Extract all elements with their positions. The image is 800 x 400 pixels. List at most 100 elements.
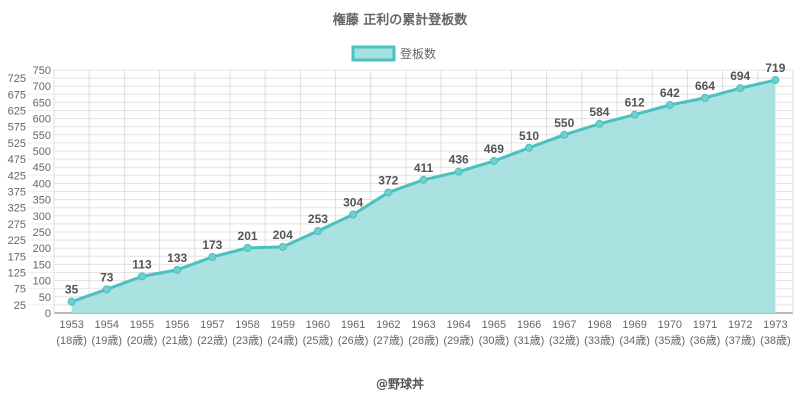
x-tick-sublabel: (31歳): [514, 334, 545, 347]
x-tick-sublabel: (36歳): [690, 334, 721, 347]
data-point: [278, 242, 287, 251]
data-label: 612: [625, 96, 645, 110]
x-tick-label: 1957: [200, 319, 224, 331]
data-label: 550: [554, 116, 574, 130]
y-tick-label: 750: [33, 65, 51, 77]
data-point: [208, 252, 217, 261]
x-tick-label: 1965: [482, 319, 506, 331]
data-label: 372: [378, 173, 398, 187]
data-point: [173, 265, 182, 274]
data-label: 204: [273, 228, 293, 242]
data-point: [384, 188, 393, 197]
data-label: 719: [765, 61, 785, 75]
data-label: 304: [343, 196, 363, 210]
x-tick-label: 1967: [552, 319, 576, 331]
data-point: [560, 130, 569, 139]
y-tick-label: 375: [8, 187, 26, 199]
x-tick-sublabel: (34歳): [619, 334, 650, 347]
x-tick-label: 1962: [376, 319, 400, 331]
y-tick-label: 25: [14, 300, 26, 312]
x-tick-sublabel: (25歳): [303, 334, 334, 347]
x-tick-sublabel: (38歳): [760, 334, 791, 347]
x-tick-sublabel: (22歳): [197, 334, 228, 347]
x-tick-label: 1966: [517, 319, 541, 331]
y-tick-label: 175: [8, 251, 26, 263]
data-point: [525, 143, 534, 152]
data-label: 411: [414, 161, 434, 175]
y-tick-label: 400: [33, 178, 51, 190]
data-label: 664: [695, 79, 715, 93]
data-point: [771, 76, 780, 85]
y-tick-label: 675: [8, 89, 26, 101]
x-tick-sublabel: (35歳): [655, 334, 686, 347]
data-point: [349, 210, 358, 219]
x-tick-label: 1970: [658, 319, 682, 331]
x-tick-label: 1958: [235, 319, 259, 331]
y-tick-label: 250: [33, 227, 51, 239]
x-tick-sublabel: (26歳): [338, 334, 369, 347]
data-label: 35: [65, 283, 79, 297]
x-tick-label: 1968: [587, 319, 611, 331]
data-point: [595, 119, 604, 128]
y-tick-label: 475: [8, 154, 26, 166]
x-tick-label: 1971: [693, 319, 717, 331]
x-tick-sublabel: (29歳): [443, 334, 474, 347]
data-label: 113: [132, 257, 152, 271]
data-label: 469: [484, 142, 504, 156]
data-label: 73: [100, 270, 114, 284]
y-tick-label: 500: [33, 146, 51, 158]
x-tick-sublabel: (27歳): [373, 334, 404, 347]
x-tick-sublabel: (21歳): [162, 334, 193, 347]
x-tick-label: 1969: [622, 319, 646, 331]
x-tick-label: 1959: [270, 319, 294, 331]
x-tick-sublabel: (24歳): [267, 334, 298, 347]
data-label: 201: [238, 229, 258, 243]
x-tick-label: 1972: [728, 319, 752, 331]
y-tick-label: 350: [33, 195, 51, 207]
data-point: [454, 167, 463, 176]
footer-credit: @野球丼: [376, 376, 424, 391]
y-tick-label: 600: [33, 114, 51, 126]
data-point: [243, 243, 252, 252]
y-tick-label: 650: [33, 97, 51, 109]
y-tick-label: 550: [33, 130, 51, 142]
data-label: 133: [167, 251, 187, 265]
x-tick-sublabel: (37歳): [725, 334, 756, 347]
chart-title: 権藤 正利の累計登板数: [333, 12, 469, 28]
y-tick-label: 325: [8, 203, 26, 215]
data-label: 173: [202, 238, 222, 252]
x-tick-label: 1956: [165, 319, 189, 331]
x-tick-sublabel: (33歳): [584, 334, 615, 347]
x-tick-label: 1954: [95, 319, 119, 331]
data-label: 436: [449, 153, 469, 167]
data-point: [313, 227, 322, 236]
y-tick-label: 725: [8, 73, 26, 85]
series-area: [71, 80, 776, 313]
y-tick-label: 625: [8, 106, 26, 118]
y-tick-label: 100: [33, 276, 51, 288]
y-tick-label: 50: [39, 292, 51, 304]
data-point: [701, 93, 710, 102]
x-tick-label: 1964: [446, 319, 470, 331]
data-point: [630, 110, 639, 119]
y-tick-label: 275: [8, 219, 26, 231]
x-tick-sublabel: (20歳): [127, 334, 158, 347]
x-tick-sublabel: (32歳): [549, 334, 580, 347]
data-point: [102, 285, 111, 294]
x-tick-sublabel: (28歳): [408, 334, 439, 347]
data-point: [67, 297, 76, 306]
x-tick-label: 1963: [411, 319, 435, 331]
y-tick-label: 225: [8, 235, 26, 247]
legend[interactable]: 登板数: [351, 45, 436, 62]
y-tick-label: 75: [14, 284, 26, 296]
x-tick-sublabel: (30歳): [479, 334, 510, 347]
data-point: [137, 272, 146, 281]
x-tick-label: 1961: [341, 319, 365, 331]
x-tick-sublabel: (19歳): [92, 334, 123, 347]
legend-label: 登板数: [400, 46, 436, 61]
legend-swatch: [351, 45, 396, 62]
y-tick-label: 575: [8, 122, 26, 134]
data-point: [736, 84, 745, 93]
data-label: 694: [730, 69, 750, 83]
